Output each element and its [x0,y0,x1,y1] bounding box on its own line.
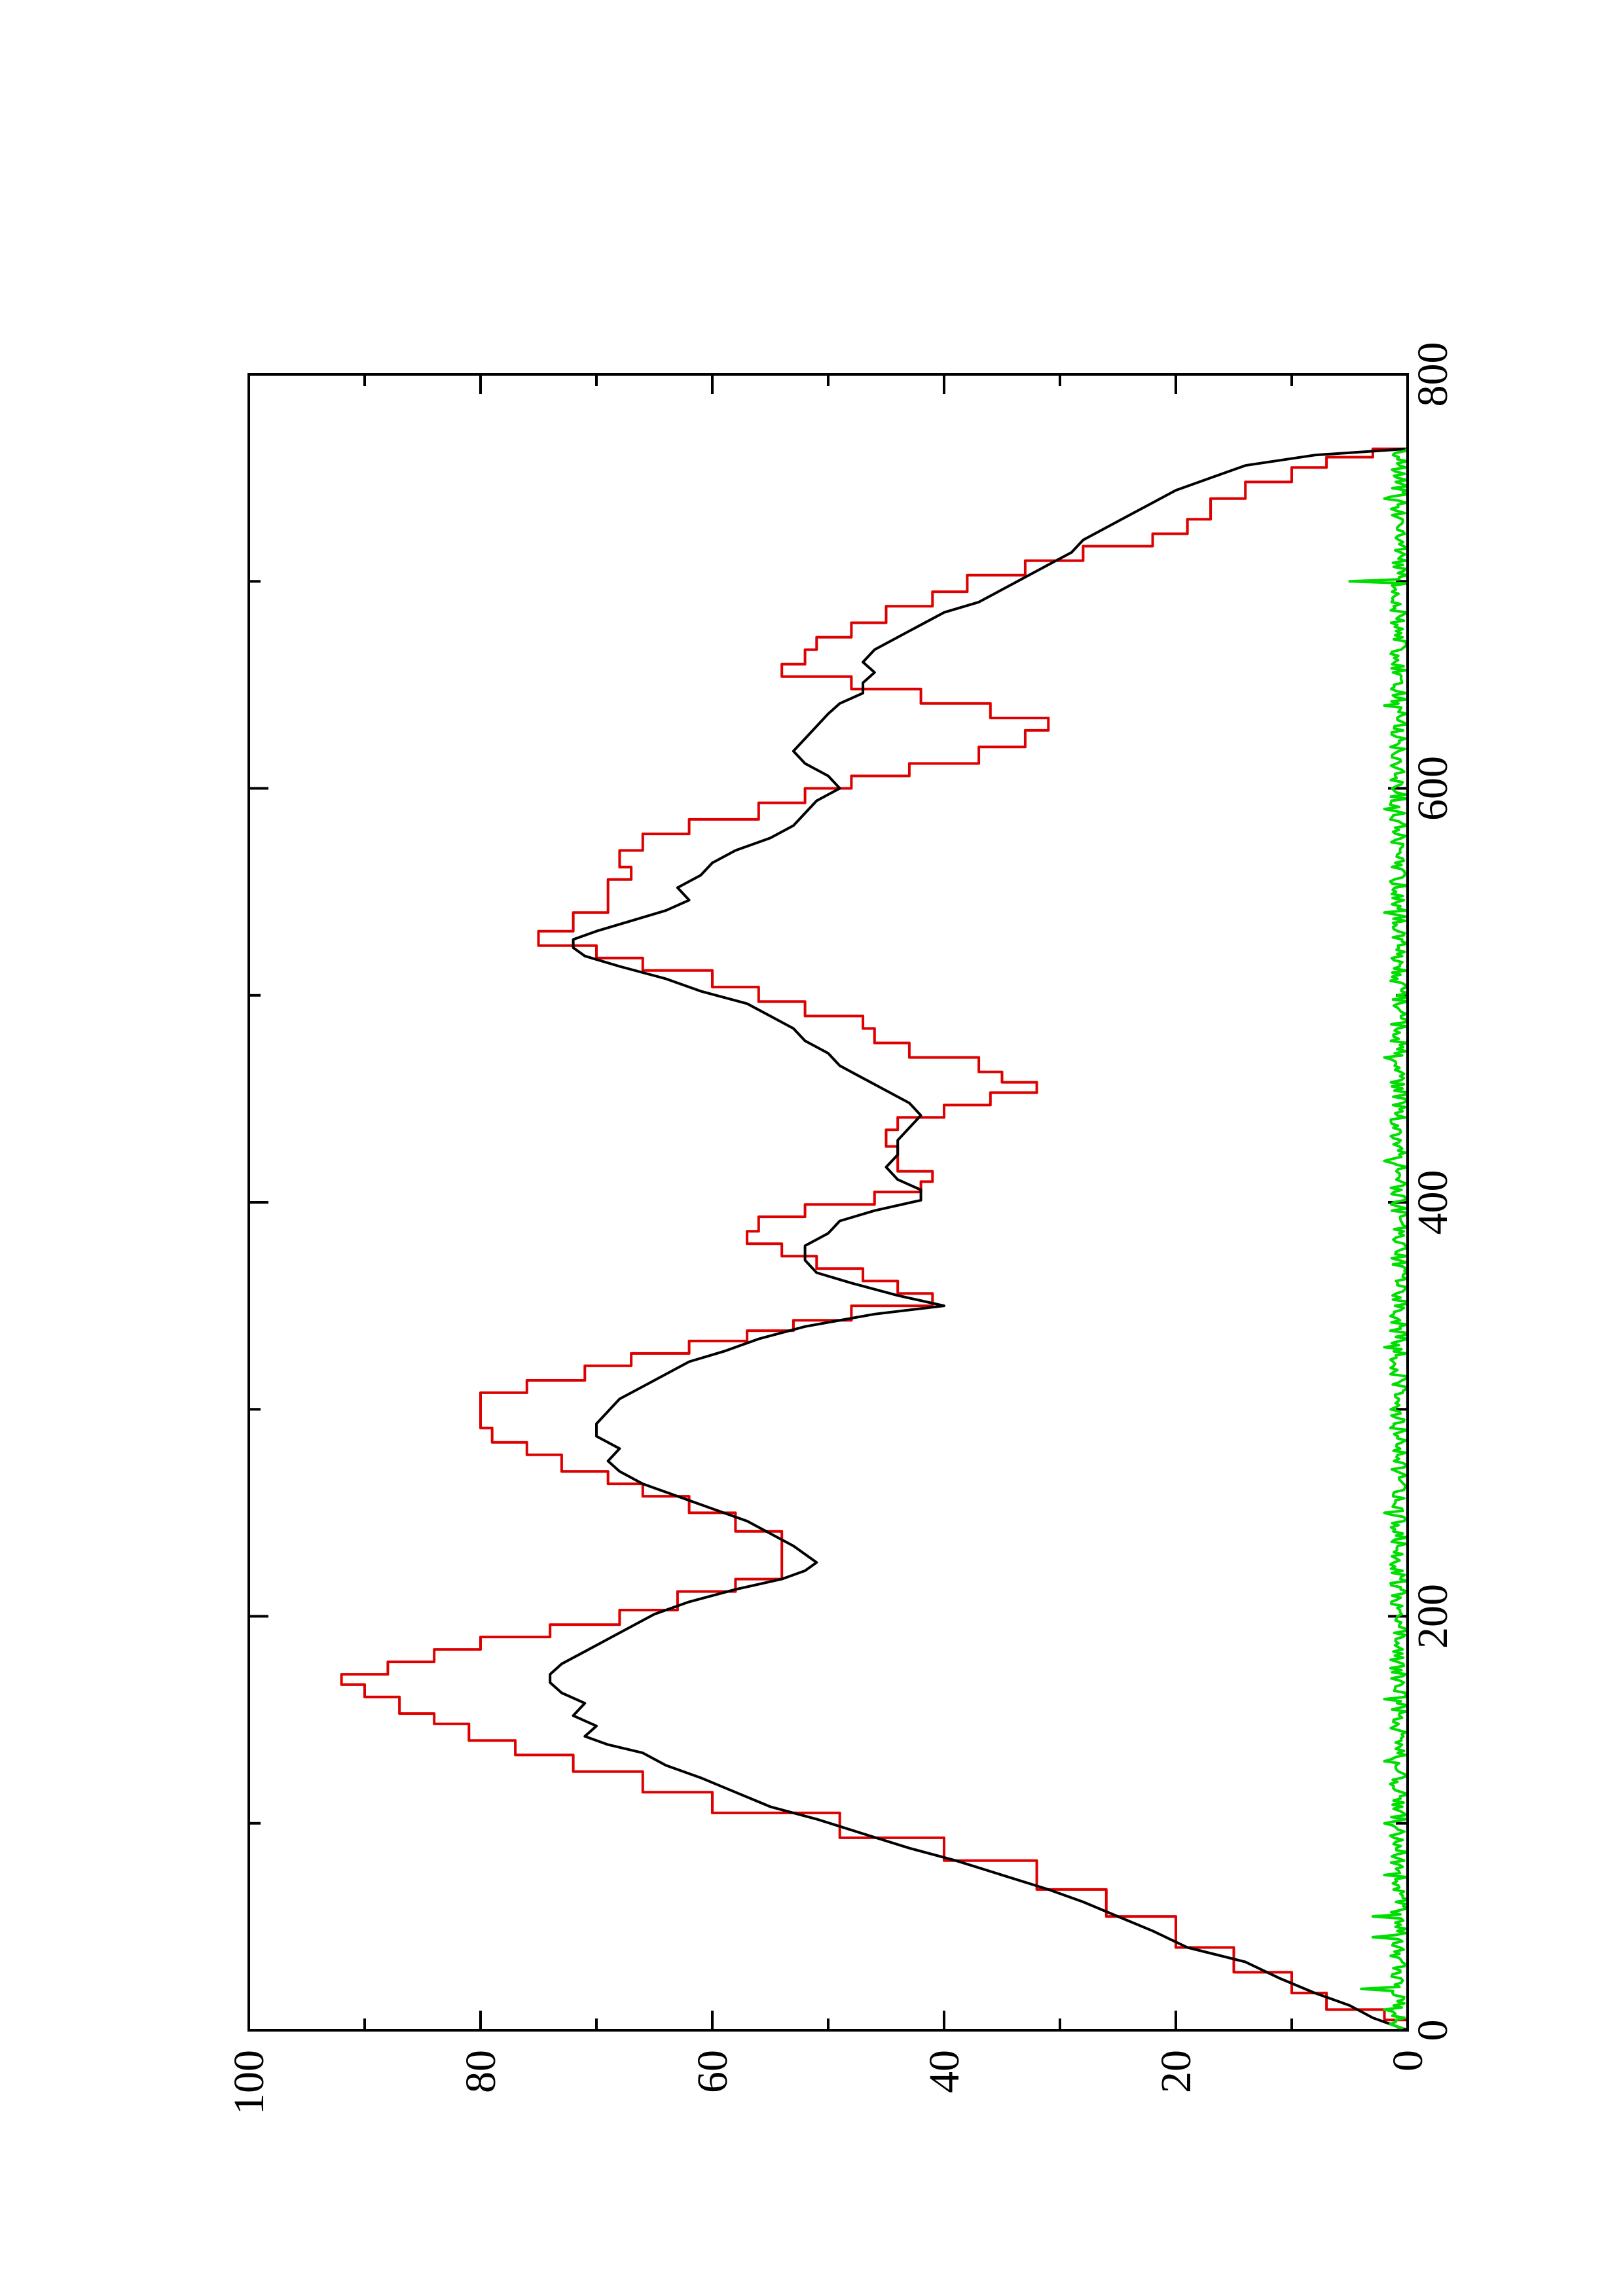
series-line-2 [549,447,1408,2032]
x-tick-label: 600 [1409,756,1457,821]
y-tick-label: 0 [1384,2050,1432,2072]
plot-frame [247,373,1409,2032]
y-tick-label: 80 [457,2050,505,2093]
axis-tick-labels: 0 200 400 600 800 0 20 40 60 80 100 [225,342,1457,2115]
y-tick-label: 40 [921,2050,968,2093]
x-tick-label: 200 [1409,1584,1457,1649]
y-tick-label: 100 [225,2050,273,2115]
series-group [340,447,1409,2032]
y-tick-label: 20 [1152,2050,1200,2093]
x-tick-label: 800 [1409,342,1457,407]
axis-ticks [247,373,1409,2032]
x-tick-label: 0 [1409,2020,1457,2041]
y-tick-label: 60 [689,2050,737,2093]
series-line-1 [340,447,1409,2030]
series-line-3 [1348,448,1409,2032]
x-tick-label: 400 [1409,1170,1457,1235]
